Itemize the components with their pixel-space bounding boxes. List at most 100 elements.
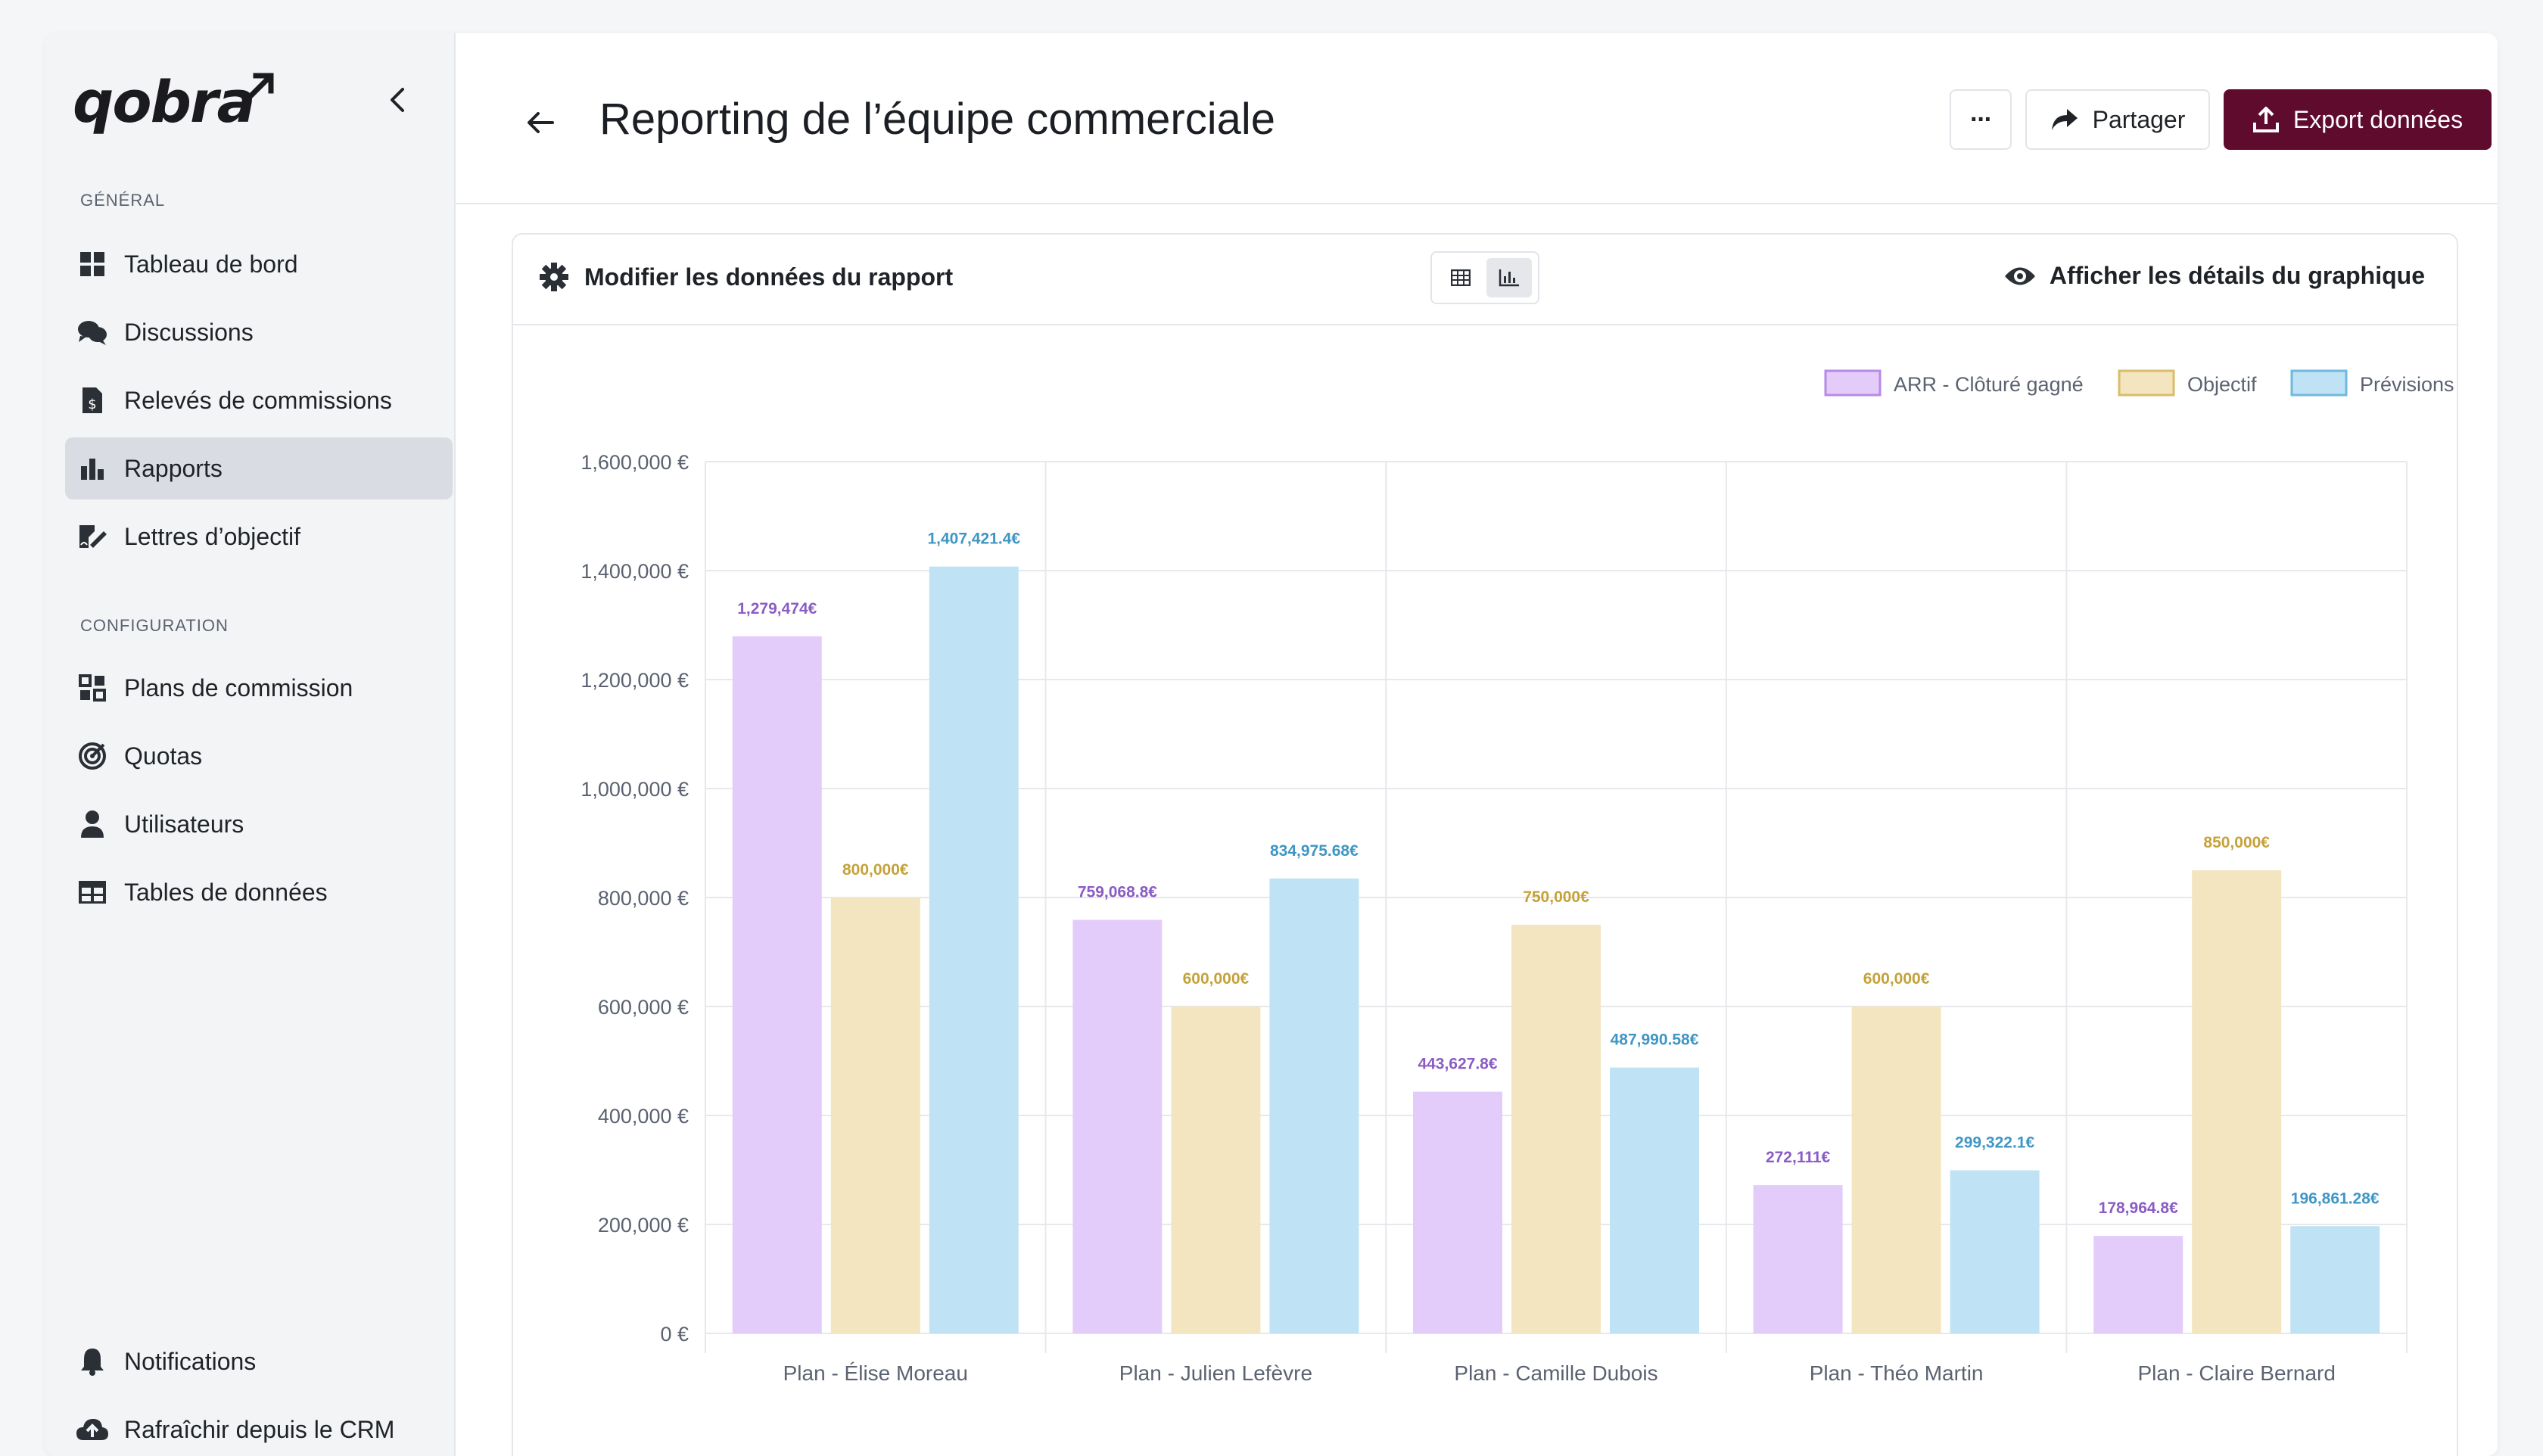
chevron-left-icon bbox=[391, 88, 404, 112]
bar[interactable] bbox=[1610, 1067, 1699, 1333]
table-grid-icon bbox=[1451, 269, 1471, 286]
x-tick-label: Plan - Julien Lefèvre bbox=[1119, 1361, 1312, 1385]
bar-value-label: 750,000€ bbox=[1523, 888, 1589, 906]
invoice-dollar-icon: $ bbox=[76, 384, 109, 417]
legend-swatch bbox=[2118, 369, 2175, 397]
signature-document-icon bbox=[76, 520, 109, 553]
edit-report-data-label: Modifier les données du rapport bbox=[584, 263, 954, 291]
more-dots-icon: ··· bbox=[1970, 104, 1993, 134]
bar[interactable] bbox=[2192, 870, 2282, 1333]
sidebar-item-notifications[interactable]: Notifications bbox=[65, 1330, 453, 1392]
page-title: Reporting de l’équipe commerciale bbox=[599, 95, 1276, 144]
sidebar-item-label: Rafraîchir depuis le CRM bbox=[124, 1415, 395, 1443]
sidebar-item-utilisateurs[interactable]: Utilisateurs bbox=[65, 793, 453, 855]
sidebar-item-tables[interactable]: Tables de données bbox=[65, 861, 453, 923]
sidebar-item-refresh-crm[interactable]: Rafraîchir depuis le CRM bbox=[65, 1398, 453, 1456]
y-tick-label: 1,000,000 € bbox=[581, 778, 689, 801]
back-button[interactable] bbox=[519, 101, 562, 144]
bar-value-label: 196,861.28€ bbox=[2291, 1190, 2380, 1207]
sidebar-item-label: Quotas bbox=[124, 742, 203, 770]
card-header: Modifier les données du rapport Afficher… bbox=[513, 235, 2457, 325]
bar[interactable] bbox=[2093, 1236, 2183, 1333]
bar[interactable] bbox=[732, 636, 822, 1333]
sidebar-item-label: Discussions bbox=[124, 318, 254, 346]
bar-chart-small-icon bbox=[1499, 269, 1519, 287]
bar-chart-icon bbox=[76, 452, 109, 485]
bar-value-label: 487,990.58€ bbox=[1611, 1031, 1699, 1049]
x-tick-label: Plan - Théo Martin bbox=[1810, 1361, 1984, 1385]
y-tick-label: 1,600,000 € bbox=[581, 451, 689, 474]
y-tick-label: 1,400,000 € bbox=[581, 560, 689, 583]
page-header: Reporting de l’équipe commerciale ··· Pa… bbox=[456, 33, 2498, 204]
x-tick-label: Plan - Camille Dubois bbox=[1454, 1361, 1657, 1385]
bar[interactable] bbox=[1950, 1170, 2040, 1333]
bar-value-label: 850,000€ bbox=[2203, 834, 2270, 851]
main-content: Reporting de l’équipe commerciale ··· Pa… bbox=[456, 33, 2498, 1456]
bar-value-label: 1,407,421.4€ bbox=[927, 530, 1020, 548]
bar[interactable] bbox=[2290, 1226, 2380, 1333]
sidebar-item-rapports[interactable]: Rapports bbox=[65, 437, 453, 499]
edit-report-data-button[interactable]: Modifier les données du rapport bbox=[539, 262, 953, 292]
bar-value-label: 299,322.1€ bbox=[1955, 1134, 2034, 1151]
bar[interactable] bbox=[1413, 1091, 1502, 1333]
sidebar-item-label: Notifications bbox=[124, 1347, 257, 1375]
y-tick-label: 0 € bbox=[660, 1323, 689, 1346]
section-title-general: GÉNÉRAL bbox=[80, 191, 166, 210]
sidebar-item-label: Tables de données bbox=[124, 878, 328, 906]
y-tick-label: 200,000 € bbox=[598, 1214, 689, 1237]
share-button[interactable]: Partager bbox=[2025, 89, 2210, 150]
view-toggle bbox=[1430, 251, 1539, 304]
bar-value-label: 443,627.8€ bbox=[1418, 1056, 1497, 1073]
legend-label: ARR - Clôturé gagné bbox=[1894, 373, 2084, 396]
share-button-label: Partager bbox=[2092, 105, 2186, 133]
bar[interactable] bbox=[1269, 878, 1359, 1333]
y-tick-label: 600,000 € bbox=[598, 996, 689, 1019]
bar[interactable] bbox=[1753, 1185, 1843, 1333]
legend-swatch bbox=[1824, 369, 1882, 397]
y-tick-label: 1,200,000 € bbox=[581, 669, 689, 692]
svg-text:$: $ bbox=[88, 397, 96, 412]
x-tick-label: Plan - Élise Moreau bbox=[783, 1361, 968, 1385]
sidebar-item-discussions[interactable]: Discussions bbox=[65, 301, 453, 363]
bar-value-label: 272,111€ bbox=[1766, 1149, 1831, 1166]
bar-value-label: 600,000€ bbox=[1863, 970, 1930, 988]
sidebar-item-tableau-de-bord[interactable]: Tableau de bord bbox=[65, 233, 453, 295]
bar-chart: 0 € 200,000 € 400,000 € 600,000 € 800,000 € 1… bbox=[581, 369, 2454, 1385]
bell-icon bbox=[76, 1345, 109, 1378]
plans-grid-icon bbox=[76, 671, 109, 705]
sidebar-item-lettres[interactable]: Lettres d’objectif bbox=[65, 506, 453, 568]
upload-icon bbox=[2252, 107, 2279, 132]
logo-arrow-icon bbox=[244, 73, 274, 102]
sidebar-item-quotas[interactable]: Quotas bbox=[65, 725, 453, 787]
legend-label: Objectif bbox=[2187, 373, 2257, 396]
collapse-sidebar-button[interactable] bbox=[378, 80, 418, 120]
bar[interactable] bbox=[1072, 919, 1163, 1333]
sidebar-item-label: Utilisateurs bbox=[124, 810, 244, 838]
bar[interactable] bbox=[830, 898, 920, 1333]
eye-icon bbox=[2004, 267, 2035, 285]
bar[interactable] bbox=[929, 566, 1019, 1333]
show-chart-details-button[interactable]: Afficher les détails du graphique bbox=[2004, 262, 2425, 290]
bar[interactable] bbox=[1511, 925, 1601, 1333]
x-tick-label: Plan - Claire Bernard bbox=[2137, 1361, 2335, 1385]
sidebar-item-releves[interactable]: $ Relevés de commissions bbox=[65, 369, 453, 431]
bar[interactable] bbox=[1171, 1006, 1261, 1333]
more-options-button[interactable]: ··· bbox=[1950, 89, 2012, 150]
section-title-configuration: CONFIGURATION bbox=[80, 616, 229, 635]
sidebar: qobra GÉNÉRAL Tableau de bord Discussion… bbox=[45, 33, 456, 1456]
sidebar-item-label: Relevés de commissions bbox=[124, 386, 392, 414]
sidebar-item-label: Tableau de bord bbox=[124, 250, 298, 278]
bar-value-label: 600,000€ bbox=[1183, 970, 1250, 988]
chart-view-button[interactable] bbox=[1486, 258, 1532, 297]
sidebar-item-label: Lettres d’objectif bbox=[124, 522, 301, 550]
bar[interactable] bbox=[1851, 1006, 1941, 1333]
app-window: qobra GÉNÉRAL Tableau de bord Discussion… bbox=[45, 33, 2498, 1456]
qobra-logo[interactable]: qobra bbox=[73, 68, 256, 135]
sidebar-item-plans[interactable]: Plans de commission bbox=[65, 657, 453, 719]
sidebar-item-label: Plans de commission bbox=[124, 674, 353, 702]
user-icon bbox=[76, 807, 109, 841]
table-view-button[interactable] bbox=[1438, 258, 1483, 297]
bar-value-label: 800,000€ bbox=[842, 861, 909, 879]
bar-value-label: 834,975.68€ bbox=[1270, 842, 1359, 860]
export-data-button[interactable]: Export données bbox=[2224, 89, 2492, 150]
